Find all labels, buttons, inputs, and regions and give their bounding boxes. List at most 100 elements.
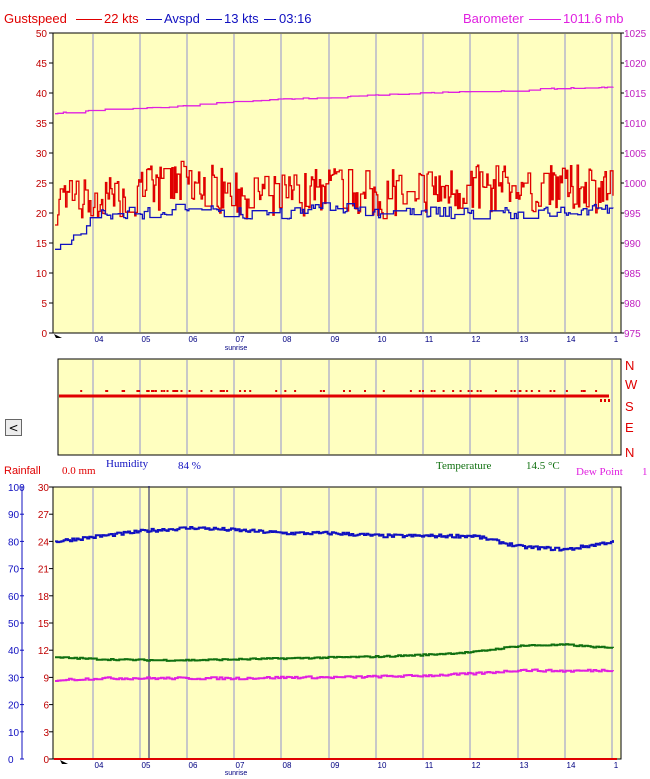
humidity-y-tick-label: 20 [8,701,20,712]
wind-direction-point [147,390,150,392]
direction-y-label: S [625,399,634,414]
previous-day-button[interactable]: < [5,419,22,436]
direction-y-label: E [625,420,634,435]
climate-x-tick-label: 08 [283,761,292,770]
wind-direction-point [452,390,455,392]
wind-direction-point [188,390,191,392]
wind-direction-point [166,390,169,392]
direction-y-label: W [625,377,638,392]
wind-direction-point [174,390,177,392]
temperature-y-tick-label: 9 [43,673,49,684]
gust-label: Gustspeed [4,11,67,26]
temperature-y-tick-label: 6 [43,701,49,712]
climate-x-tick-label: 10 [378,761,387,770]
climate-x-tick-label: 14 [567,761,576,770]
wind-direction-point [343,390,345,392]
wind-direction-point [105,390,108,392]
humidity-y-tick-label: 70 [8,565,20,576]
direction-y-label: N [625,358,634,373]
wind-direction-point [138,390,141,392]
baro-y-tick-label: 1005 [624,149,647,160]
humidity-value: 84 % [178,460,201,472]
dewpoint-value: 1 [642,466,648,478]
wind-y-tick-label: 20 [36,209,48,220]
wind-direction-point [239,390,242,392]
wind-direction-point [518,390,521,392]
wind-direction-point [180,390,183,392]
climate-x-tick-label: 1 [614,761,619,770]
avspd-label: Avspd [164,11,200,26]
climate-x-tick-label: 06 [189,761,198,770]
gust-value: 22 kts [104,11,139,26]
wind-y-tick-label: 35 [36,119,48,130]
humidity-line [55,526,614,552]
temperature-y-tick-label: 18 [38,592,50,603]
wind-x-tick-label: 09 [331,335,340,344]
wind-x-tick-label: 13 [520,335,529,344]
wind-direction-point [222,390,225,392]
wind-direction-point [600,399,602,402]
wind-direction-point [513,390,516,392]
wind-start-marker [54,334,62,338]
humidity-label: Humidity [106,458,149,470]
wind-direction-point [136,390,139,392]
wind-y-tick-label: 45 [36,59,48,70]
temperature-label: Temperature [436,460,492,472]
wind-direction-point [151,390,153,392]
wind-y-tick-label: 0 [41,329,47,340]
wind-direction-point [121,390,124,392]
wind-direction-point [163,390,166,392]
wind-direction-point [80,390,83,392]
climate-x-tick-label: 13 [520,761,529,770]
avspd-value-leader [206,19,222,20]
wind-sunrise-label: sunrise [225,345,248,352]
wind-direction-point [409,390,412,392]
wind-direction-point [608,399,610,402]
humidity-y-tick-label: 0 [8,755,14,766]
wind-direction-point [249,390,252,392]
wind-direction-point [226,390,229,392]
humidity-y-tick-label: 80 [8,537,20,548]
avspd-value: 13 kts [224,11,259,26]
wind-x-tick-label: 07 [236,335,245,344]
wind-direction-point [582,390,585,392]
wind-x-tick-label: 04 [95,335,104,344]
baro-y-tick-label: 980 [624,299,641,310]
wind-direction-point [243,390,246,392]
rainfall-label: Rainfall [4,465,41,477]
baro-y-tick-label: 985 [624,269,641,280]
climate-x-tick-label: 05 [142,761,151,770]
humidity-y-tick-label: 50 [8,619,20,630]
wind-direction-point [580,390,583,392]
wind-direction-point [200,390,203,392]
wind-direction-point [210,390,213,392]
wind-direction-point [494,390,497,392]
wind-x-tick-label: 1 [614,335,619,344]
dewpoint-line [55,668,614,682]
gust-leader-line [76,19,102,20]
wind-direction-point [476,390,479,392]
wind-x-tick-label: 14 [567,335,576,344]
humidity-y-tick-label: 60 [8,592,20,603]
direction-y-label: N [625,445,634,460]
wind-direction-point [348,390,351,392]
wind-direction-point [284,390,287,392]
wind-direction-point [530,390,533,392]
temperature-y-tick-label: 24 [38,537,50,548]
humidity-y-tick-label: 100 [8,483,25,494]
wind-direction-point [433,390,436,392]
baro-y-tick-label: 975 [624,329,641,340]
wind-x-tick-label: 08 [283,335,292,344]
wind-direction-point [430,390,433,392]
wind-direction-point [549,390,552,392]
climate-sunrise-label: sunrise [225,770,248,777]
wind-direction-point [275,390,278,392]
wind-direction-point [322,390,325,392]
temperature-value: 14.5 °C [526,460,560,472]
humidity-y-tick-label: 40 [8,646,20,657]
baro-label: Barometer [463,11,524,26]
wind-direction-point [382,390,385,392]
climate-x-tick-label: 07 [236,761,245,770]
wind-direction-point [470,390,473,392]
